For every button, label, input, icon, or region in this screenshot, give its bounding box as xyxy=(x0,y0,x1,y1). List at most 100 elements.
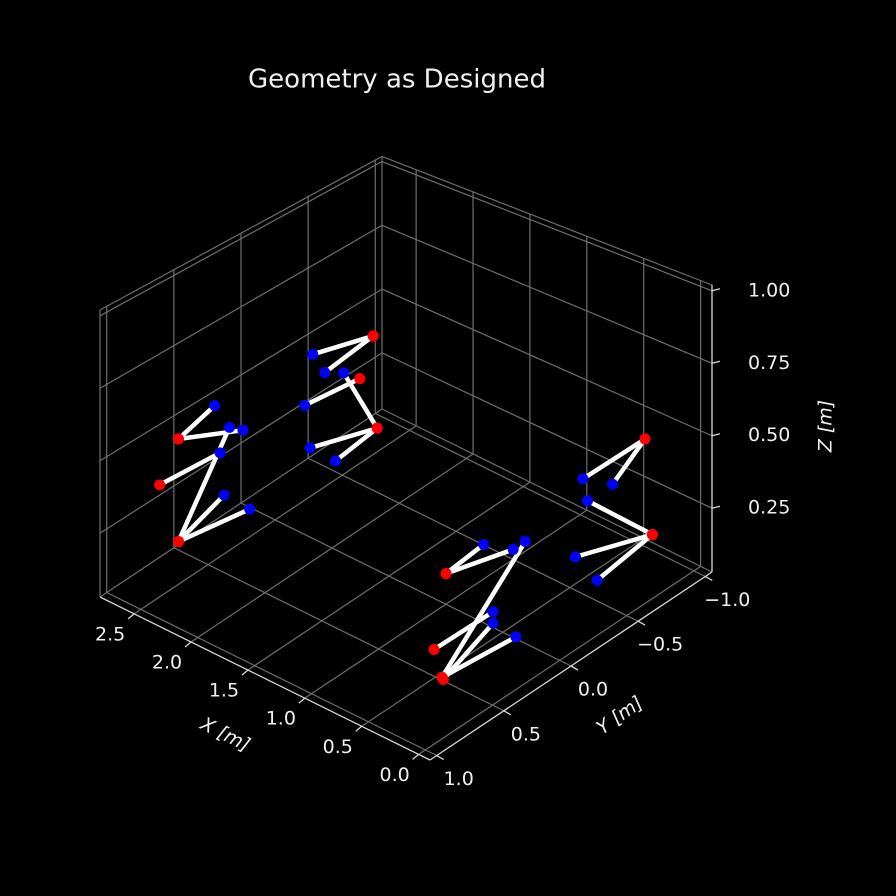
x-tick-label: 1.5 xyxy=(209,680,239,702)
grid-line xyxy=(381,224,713,364)
start-node xyxy=(437,673,449,685)
end-node xyxy=(209,400,221,412)
z-tick xyxy=(711,433,721,437)
end-node xyxy=(319,366,331,378)
member xyxy=(157,450,223,488)
z-tick-label: 0.50 xyxy=(748,424,790,446)
start-node xyxy=(646,529,658,541)
member xyxy=(439,539,528,680)
grid-line xyxy=(381,160,713,292)
z-tick-label: 1.00 xyxy=(748,279,790,301)
start-node xyxy=(172,536,184,548)
y-tick xyxy=(503,710,512,716)
member xyxy=(610,436,648,487)
member xyxy=(585,498,655,537)
member xyxy=(573,532,655,560)
grid-line xyxy=(99,224,383,389)
member xyxy=(176,425,232,544)
y-tick xyxy=(704,575,713,582)
x-tick xyxy=(298,697,306,704)
end-node xyxy=(507,543,519,555)
y-tick xyxy=(637,620,646,626)
x-tick xyxy=(412,753,420,760)
y-tick-label: −1.0 xyxy=(704,589,750,611)
start-node xyxy=(428,643,440,655)
end-node xyxy=(487,617,499,629)
y-tick-label: −0.5 xyxy=(637,634,683,656)
chart-title: Geometry as Designed xyxy=(248,65,546,95)
end-node xyxy=(214,447,226,459)
end-node xyxy=(330,455,342,467)
y-tick xyxy=(570,665,579,671)
z-tick-label: 0.75 xyxy=(748,352,790,374)
z-tick xyxy=(711,288,721,292)
y-axis-line xyxy=(429,571,713,761)
y-tick-label: 0.5 xyxy=(511,723,541,745)
member xyxy=(431,609,496,652)
z-axis-label: Z [m] xyxy=(815,400,837,453)
end-node xyxy=(218,489,230,501)
grid-line xyxy=(375,412,706,578)
grid-line xyxy=(99,161,383,317)
start-node xyxy=(354,373,366,385)
member xyxy=(594,532,655,583)
member xyxy=(580,436,648,482)
x-tick-label: 0.0 xyxy=(380,764,410,786)
member xyxy=(439,634,519,680)
start-node xyxy=(371,422,383,434)
z-tick xyxy=(711,505,721,509)
x-tick xyxy=(241,669,249,676)
member xyxy=(176,403,217,442)
end-node xyxy=(478,538,490,550)
member xyxy=(443,542,486,576)
grid-line xyxy=(307,457,639,622)
end-node xyxy=(237,424,249,436)
end-node xyxy=(607,478,619,490)
start-node xyxy=(172,433,184,445)
x-tick-label: 0.5 xyxy=(323,736,353,758)
end-node xyxy=(299,399,311,411)
end-node xyxy=(582,495,594,507)
start-node xyxy=(440,568,452,580)
x-tick xyxy=(184,641,192,648)
grid-line xyxy=(99,288,383,462)
x-tick-label: 2.0 xyxy=(152,651,182,673)
grid-line xyxy=(381,288,713,437)
member xyxy=(176,492,227,544)
start-node xyxy=(367,330,379,342)
z-tick xyxy=(711,360,721,364)
end-node xyxy=(591,574,603,586)
pane-edge xyxy=(381,408,713,573)
end-node xyxy=(338,367,350,379)
member xyxy=(307,425,380,451)
end-node xyxy=(577,473,589,485)
member xyxy=(176,506,252,544)
member xyxy=(443,547,516,576)
y-tick xyxy=(436,754,445,761)
x-tick xyxy=(127,613,135,620)
end-node xyxy=(487,606,499,618)
member xyxy=(341,370,380,431)
end-node xyxy=(304,442,316,454)
start-node xyxy=(154,479,166,491)
start-node xyxy=(639,433,651,445)
y-tick-label: 0.0 xyxy=(578,679,608,701)
end-node xyxy=(510,631,522,643)
end-node xyxy=(223,421,235,433)
member xyxy=(310,333,376,357)
end-node xyxy=(244,503,256,515)
pane-edge xyxy=(381,155,713,286)
member xyxy=(322,333,376,375)
x-tick xyxy=(355,725,363,732)
member xyxy=(333,425,380,464)
end-node xyxy=(519,535,531,547)
grid-line xyxy=(99,352,383,534)
y-tick-label: 1.0 xyxy=(444,768,474,790)
grid-line xyxy=(106,591,437,757)
x-tick-label: 2.5 xyxy=(95,623,125,645)
grid-line xyxy=(173,547,505,712)
x-axis-line xyxy=(99,596,431,761)
end-node xyxy=(307,348,319,360)
